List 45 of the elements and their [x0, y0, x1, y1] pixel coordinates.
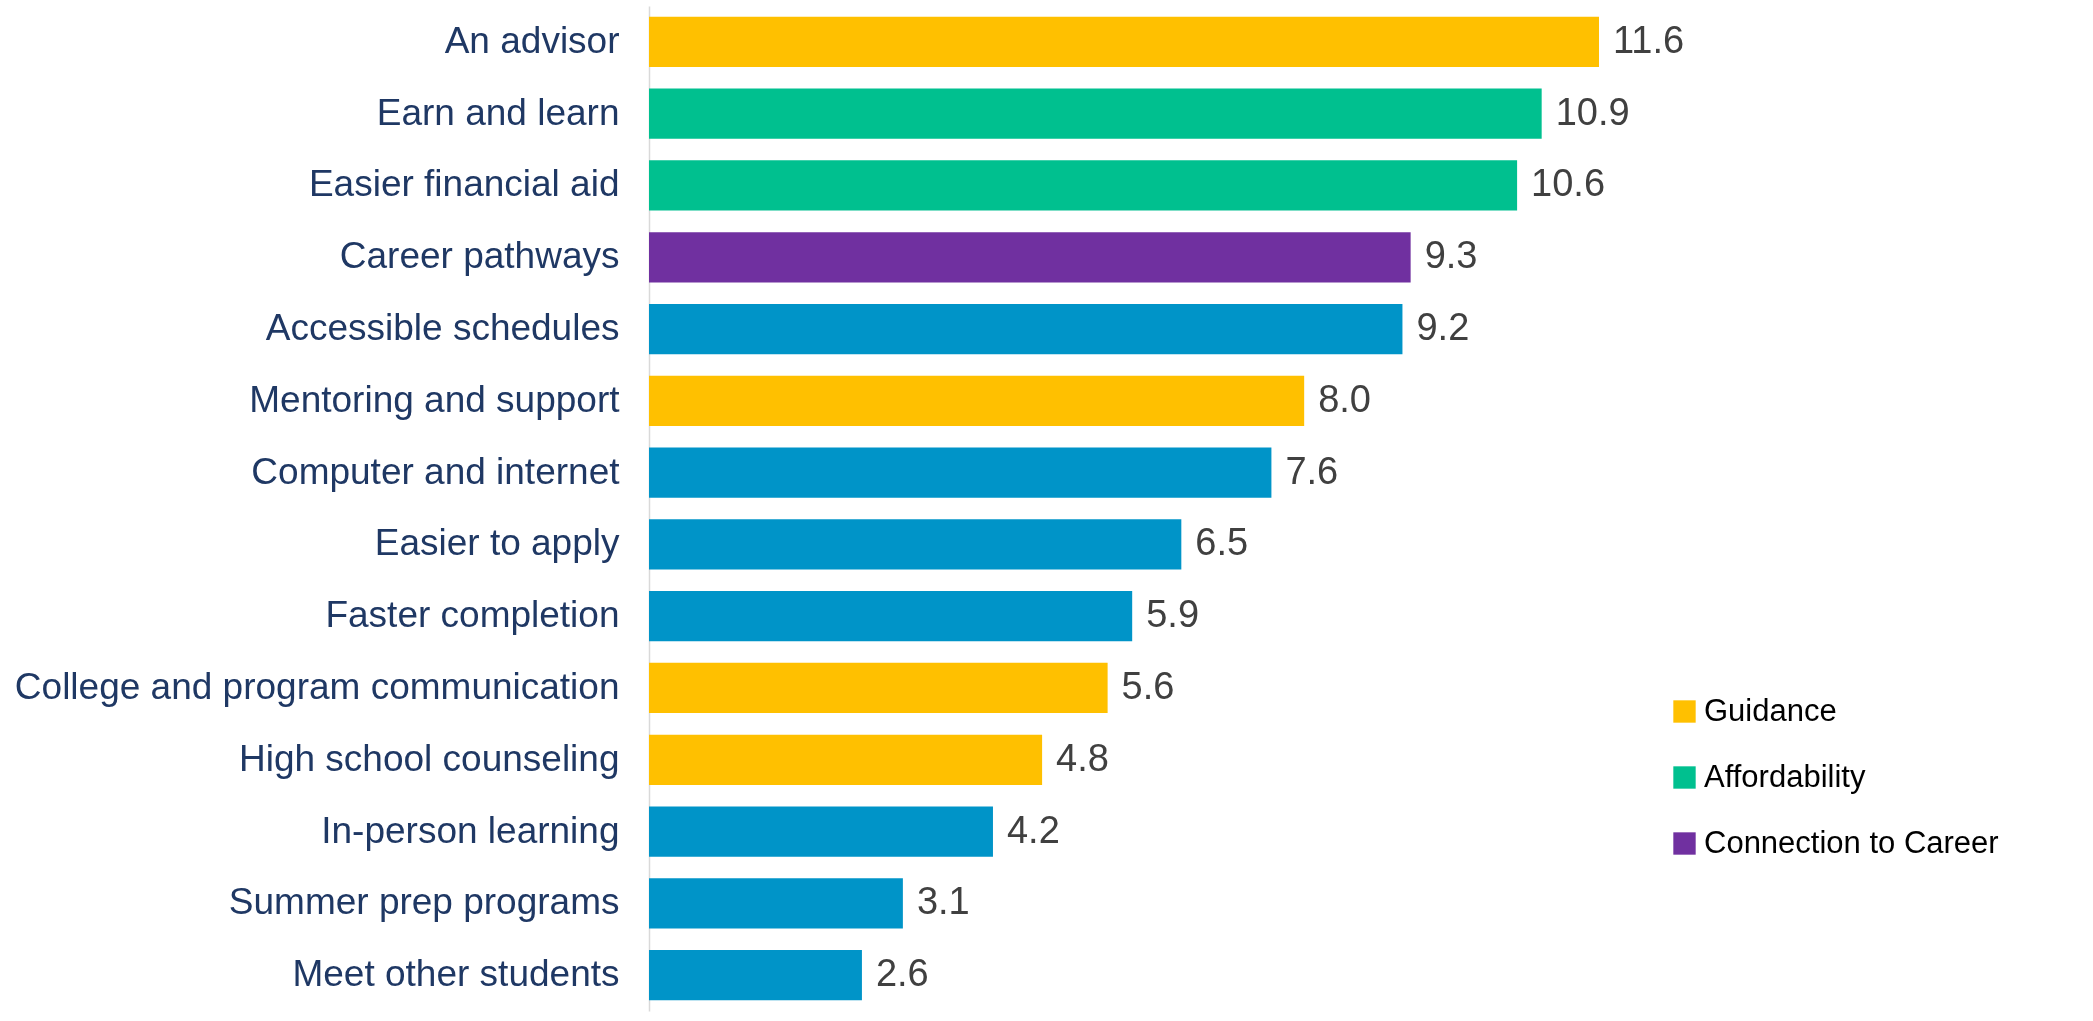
y-tick-label: College and program communication [14, 665, 620, 707]
bar [649, 88, 1542, 139]
y-tick-label: Career pathways [339, 235, 620, 277]
legend-label: Connection to Career [1704, 824, 1999, 860]
data-label: 6.5 [1195, 521, 1249, 564]
data-label: 10.9 [1555, 90, 1630, 133]
y-tick-label: Meet other students [292, 953, 620, 995]
y-tick-label: Mentoring and support [249, 378, 621, 420]
bar [649, 232, 1411, 283]
data-label: 9.3 [1424, 234, 1478, 277]
y-tick-label: Computer and internet [251, 450, 621, 492]
y-tick-label: In-person learning [321, 809, 620, 851]
data-label: 3.1 [916, 880, 970, 923]
bar [649, 16, 1599, 68]
data-label: 9.2 [1416, 306, 1470, 349]
y-tick-label: Faster completion [325, 594, 620, 636]
y-tick-label: Summer prep programs [228, 881, 620, 923]
bar [649, 662, 1108, 714]
y-tick-label: Easier financial aid [308, 163, 620, 205]
data-label: 5.6 [1121, 664, 1175, 707]
data-label: 5.9 [1146, 593, 1200, 636]
legend-label: Guidance [1704, 692, 1837, 728]
data-label: 4.2 [1006, 808, 1060, 851]
data-label: 8.0 [1318, 377, 1371, 420]
bar [649, 734, 1043, 785]
bar [649, 806, 993, 857]
data-label: 11.6 [1613, 18, 1685, 61]
bar [649, 591, 1133, 642]
bar [649, 375, 1305, 426]
y-tick-label: Easier to apply [374, 522, 620, 564]
y-tick-label: Accessible schedules [265, 307, 620, 349]
bar [649, 949, 862, 1001]
bar [649, 303, 1403, 355]
data-label: 7.6 [1285, 449, 1339, 492]
y-tick-label: High school counseling [238, 737, 620, 779]
data-label: 2.6 [875, 952, 929, 995]
y-tick-label: Earn and learn [376, 91, 620, 133]
bar [649, 160, 1518, 211]
legend-label: Affordability [1704, 758, 1866, 794]
data-label: 4.8 [1056, 736, 1109, 779]
data-label: 10.6 [1531, 162, 1606, 205]
bar [649, 878, 903, 929]
y-tick-label: An advisor [444, 19, 620, 61]
bar [649, 447, 1272, 498]
bar [649, 519, 1182, 570]
